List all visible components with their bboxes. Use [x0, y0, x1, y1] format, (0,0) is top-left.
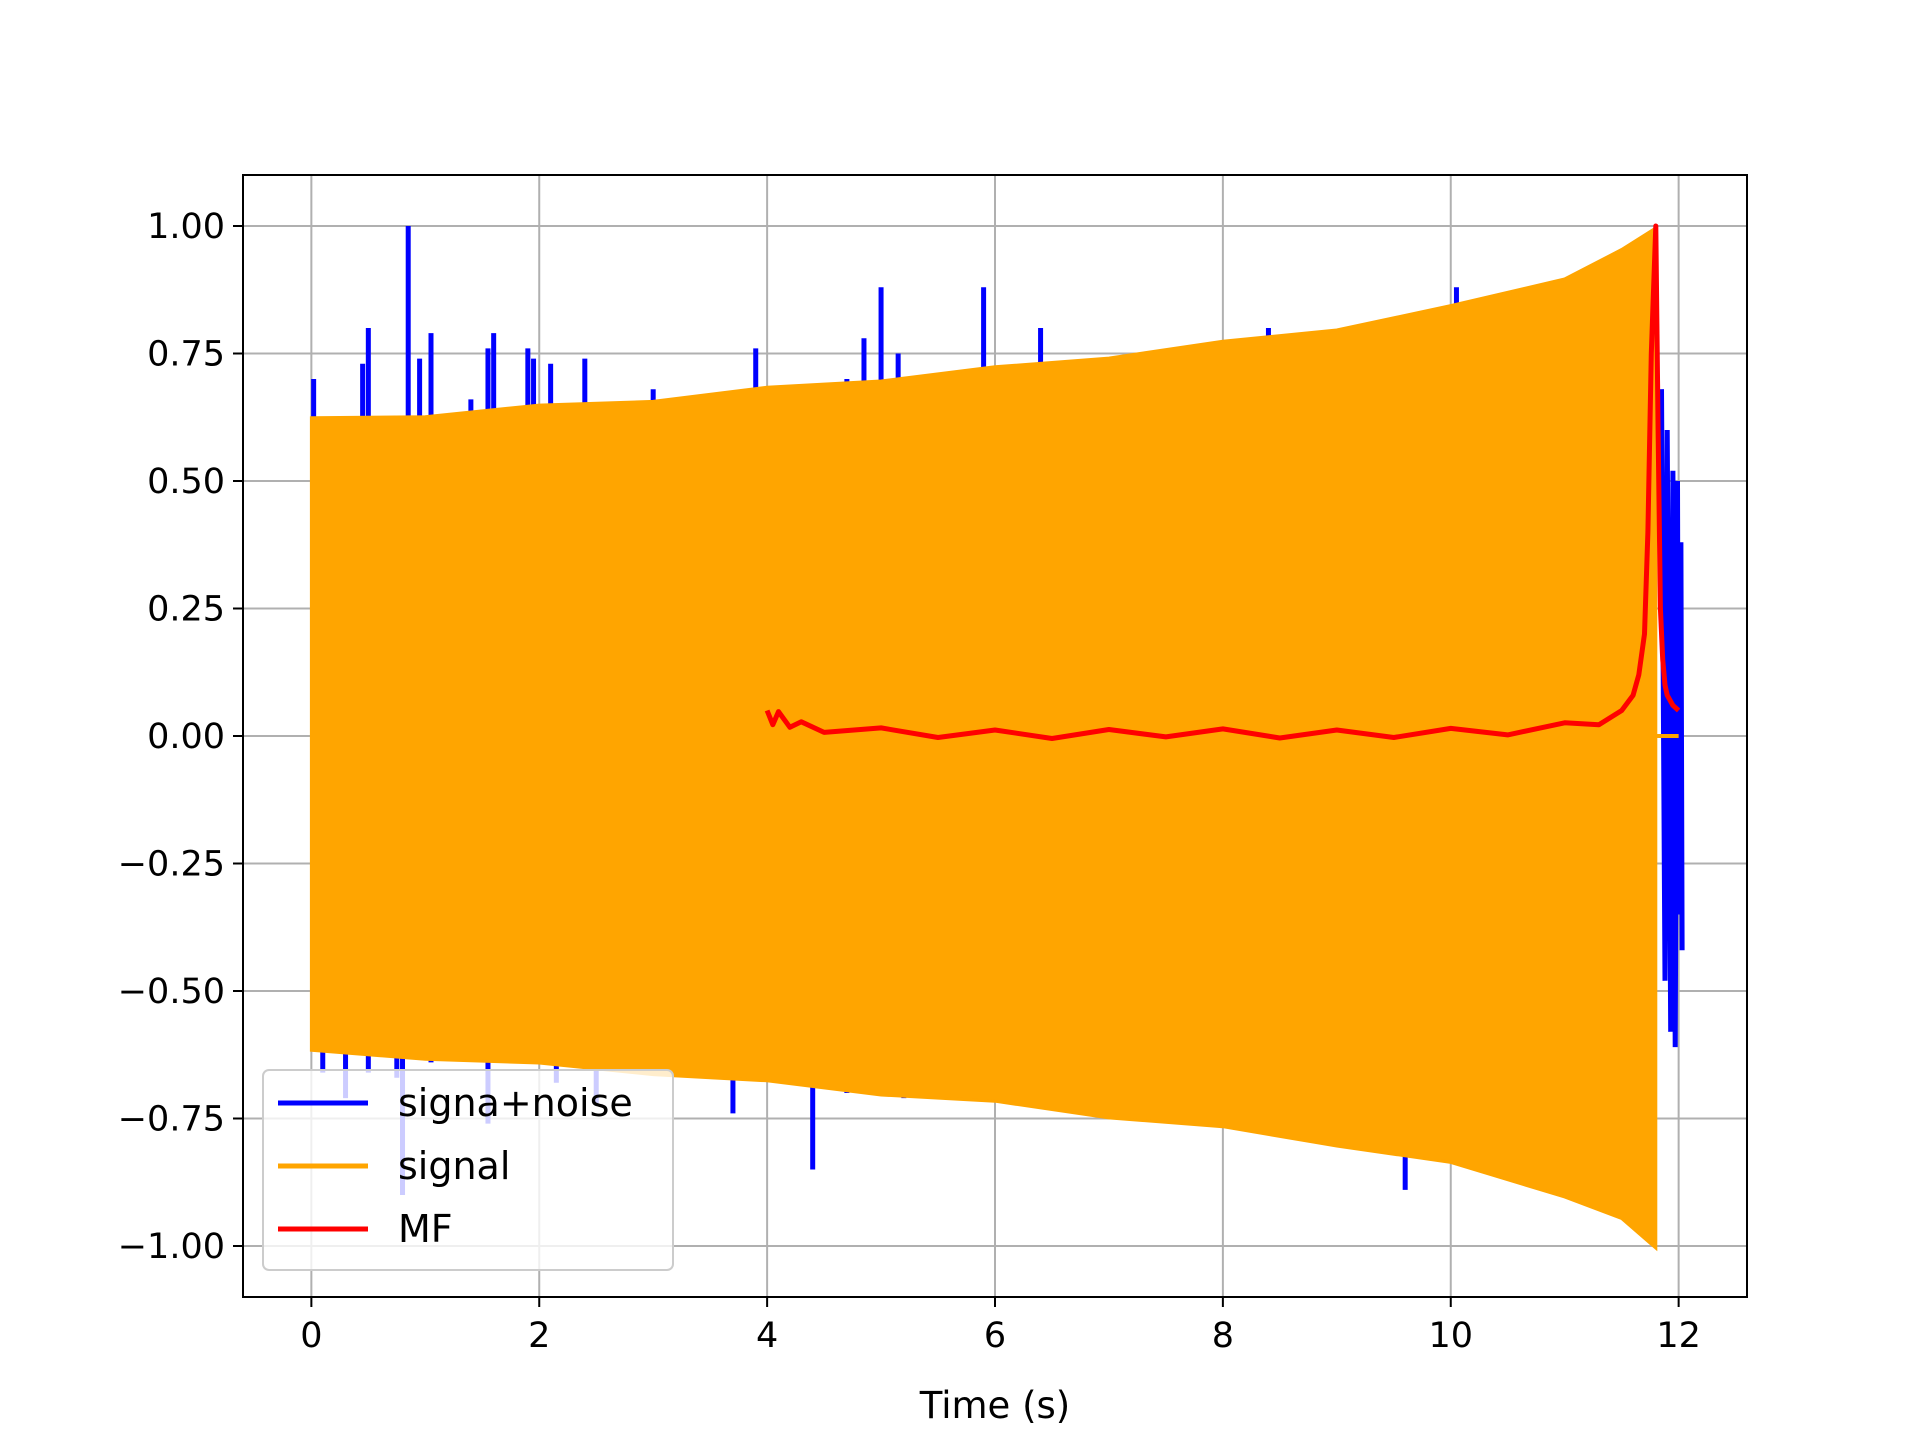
x-tick-label: 0	[300, 1316, 322, 1356]
legend-label: MF	[398, 1207, 453, 1251]
series-layer	[309, 223, 1685, 1252]
x-tick-label: 10	[1428, 1316, 1473, 1356]
signal-band	[309, 225, 1658, 1252]
x-tick-label: 4	[756, 1316, 778, 1356]
y-tick-label: 0.25	[147, 590, 225, 630]
y-axis: 1.00 0.75 0.50 0.25 0.00 −0.25 −0.50 −0.75 −1.00	[118, 207, 243, 1267]
series-signal	[309, 225, 1679, 1252]
y-tick-label: −0.50	[118, 972, 225, 1012]
legend-label: signa+noise	[398, 1081, 633, 1125]
x-tick-label: 2	[528, 1316, 550, 1356]
x-axis: 0 2 4 6 8 10 12	[300, 1297, 1701, 1356]
x-tick-label: 8	[1212, 1316, 1234, 1356]
y-tick-label: 1.00	[147, 207, 225, 247]
series-mf	[764, 223, 1681, 741]
y-tick-label: 0.50	[147, 462, 225, 502]
x-tick-label: 6	[984, 1316, 1006, 1356]
mf-line	[764, 223, 1681, 741]
noise-burst	[1659, 389, 1685, 1048]
legend: signa+noise signal MF	[262, 1069, 674, 1271]
x-tick-label: 12	[1656, 1316, 1701, 1356]
y-tick-label: 0.00	[147, 717, 225, 757]
y-tick-label: −0.25	[118, 845, 225, 885]
legend-label: signal	[398, 1144, 510, 1188]
y-tick-label: −0.75	[118, 1100, 225, 1140]
x-axis-label: Time (s)	[919, 1384, 1070, 1427]
legend-box	[262, 1069, 674, 1271]
y-tick-label: −1.00	[118, 1227, 225, 1267]
y-tick-label: 0.75	[147, 335, 225, 375]
